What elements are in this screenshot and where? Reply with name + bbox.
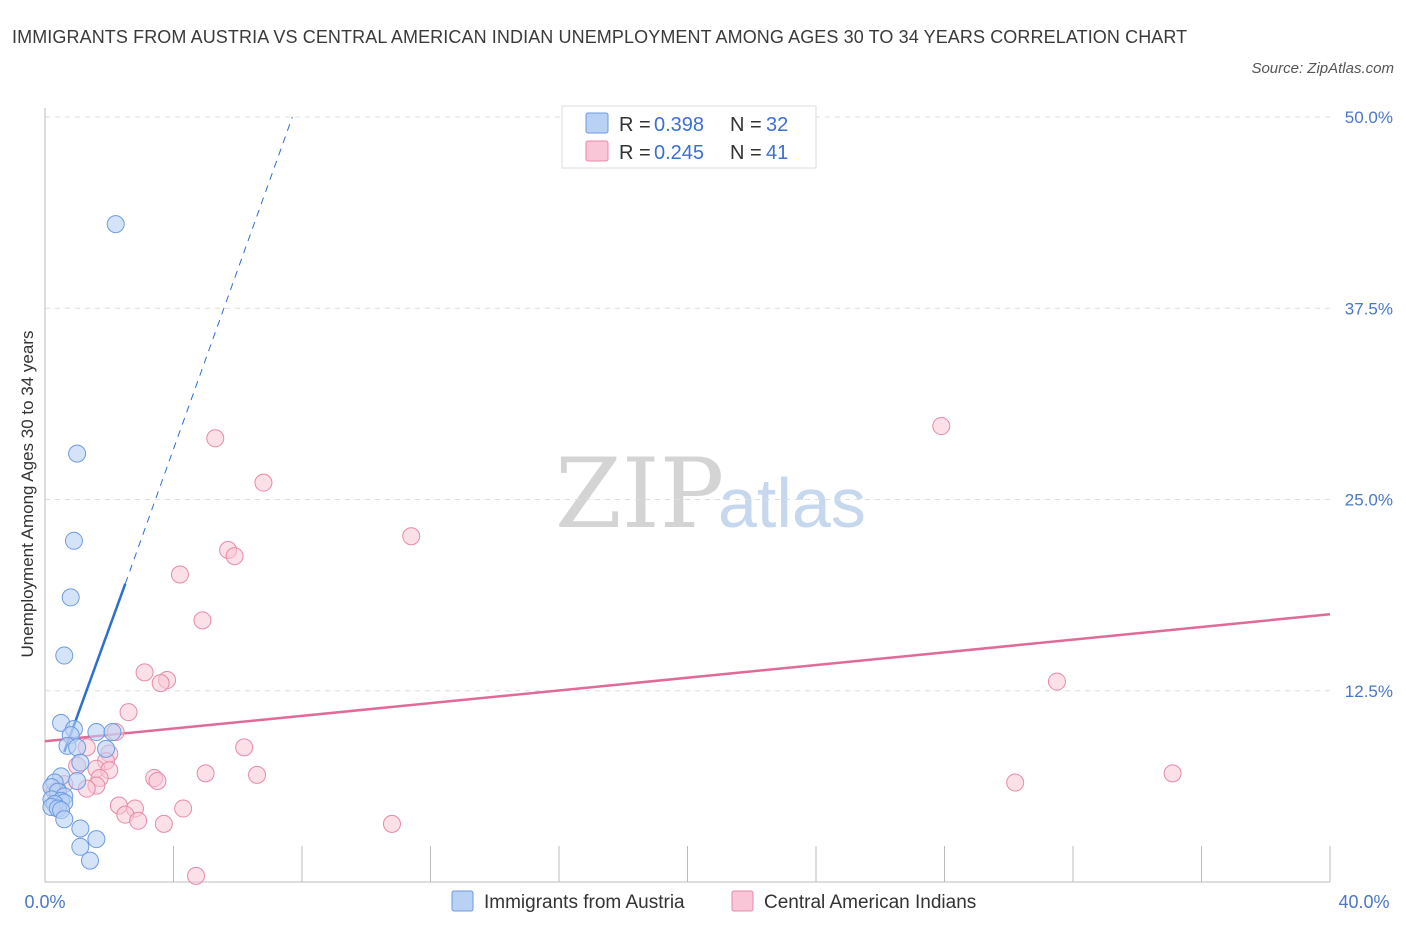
chart-title: IMMIGRANTS FROM AUSTRIA VS CENTRAL AMERI… xyxy=(12,27,1188,47)
watermark-zip: ZIP xyxy=(555,438,724,550)
point-austria-11 xyxy=(68,738,87,757)
legend-n-label-central-american: N = xyxy=(730,142,762,164)
legend-swatch-austria xyxy=(585,112,609,134)
legend-bottom: Immigrants from Austria Central American… xyxy=(451,890,976,913)
bottom-legend-label-austria: Immigrants from Austria xyxy=(484,892,685,913)
point-austria-4 xyxy=(55,646,74,665)
point-austria-31 xyxy=(80,851,99,870)
legend-swatch-central-american xyxy=(585,140,609,162)
point-central-american-5 xyxy=(170,565,189,584)
point-austria-13 xyxy=(97,739,116,758)
point-central-american-38 xyxy=(1047,672,1066,691)
point-austria-9 xyxy=(103,723,122,742)
point-central-american-6 xyxy=(193,611,212,630)
point-central-american-37 xyxy=(932,417,951,436)
grid-lines xyxy=(45,116,1330,692)
point-central-american-31 xyxy=(174,799,193,818)
point-central-american-33 xyxy=(129,811,148,830)
point-austria-8 xyxy=(87,723,106,742)
point-central-american-10 xyxy=(119,703,138,722)
y-tick-label-2: 37.5% xyxy=(1345,299,1393,318)
point-austria-29 xyxy=(87,830,106,849)
point-central-american-20 xyxy=(248,765,267,784)
y-tick-label-1: 25.0% xyxy=(1345,491,1393,510)
point-central-american-39 xyxy=(1006,773,1025,792)
point-central-american-7 xyxy=(135,663,154,682)
y-axis-label: Unemployment Among Ages 30 to 34 years xyxy=(18,331,37,658)
y-tick-label-0: 12.5% xyxy=(1345,682,1393,701)
legend-top: R = 0.398 N = 32 R = 0.245 N = 41 xyxy=(561,105,817,169)
legend-r-label-central-american: R = xyxy=(619,142,651,164)
x-axis-ticks xyxy=(44,846,1331,882)
point-austria-3 xyxy=(61,588,80,607)
x-tick-label-max: 40.0% xyxy=(1338,892,1389,912)
legend-n-value-austria: 32 xyxy=(766,114,788,136)
point-central-american-19 xyxy=(196,764,215,783)
trendline-central-american xyxy=(44,613,1331,743)
trend-lines xyxy=(44,116,1331,753)
watermark-atlas: atlas xyxy=(718,464,866,542)
point-central-american-40 xyxy=(1163,764,1182,783)
legend-r-value-central-american: 0.245 xyxy=(654,142,704,164)
point-central-american-0 xyxy=(206,429,225,448)
point-central-american-12 xyxy=(235,738,254,757)
legend-n-value-central-american: 41 xyxy=(766,142,788,164)
point-austria-27 xyxy=(55,810,74,829)
bottom-legend-swatch-central-american xyxy=(731,890,754,912)
point-austria-0 xyxy=(106,215,125,234)
point-austria-28 xyxy=(71,819,90,838)
point-central-american-36 xyxy=(186,866,205,885)
data-points xyxy=(42,215,1182,885)
point-central-american-1 xyxy=(254,473,273,492)
point-austria-12 xyxy=(71,753,90,772)
point-central-american-4 xyxy=(225,547,244,566)
point-central-american-9 xyxy=(151,674,170,693)
bottom-legend-label-central-american: Central American Indians xyxy=(764,892,976,913)
point-central-american-2 xyxy=(402,527,421,546)
point-central-american-35 xyxy=(382,814,401,833)
legend-r-value-austria: 0.398 xyxy=(654,114,704,136)
bottom-legend-swatch-austria xyxy=(451,890,474,912)
legend-n-label-austria: N = xyxy=(730,114,762,136)
source-label: Source: ZipAtlas.com xyxy=(1251,60,1394,77)
point-central-american-23 xyxy=(148,772,167,791)
point-austria-2 xyxy=(64,531,83,550)
y-tick-label-3: 50.0% xyxy=(1345,108,1393,127)
legend-r-label-austria: R = xyxy=(619,114,651,136)
point-central-american-34 xyxy=(154,814,173,833)
y-axis-tick-labels: 12.5% 25.0% 37.5% 50.0% xyxy=(1345,108,1393,701)
point-austria-1 xyxy=(68,444,87,463)
trendline-austria-extension xyxy=(124,116,293,584)
point-austria-16 xyxy=(68,772,87,791)
point-austria-30 xyxy=(71,837,90,856)
x-tick-label-min: 0.0% xyxy=(24,892,65,912)
